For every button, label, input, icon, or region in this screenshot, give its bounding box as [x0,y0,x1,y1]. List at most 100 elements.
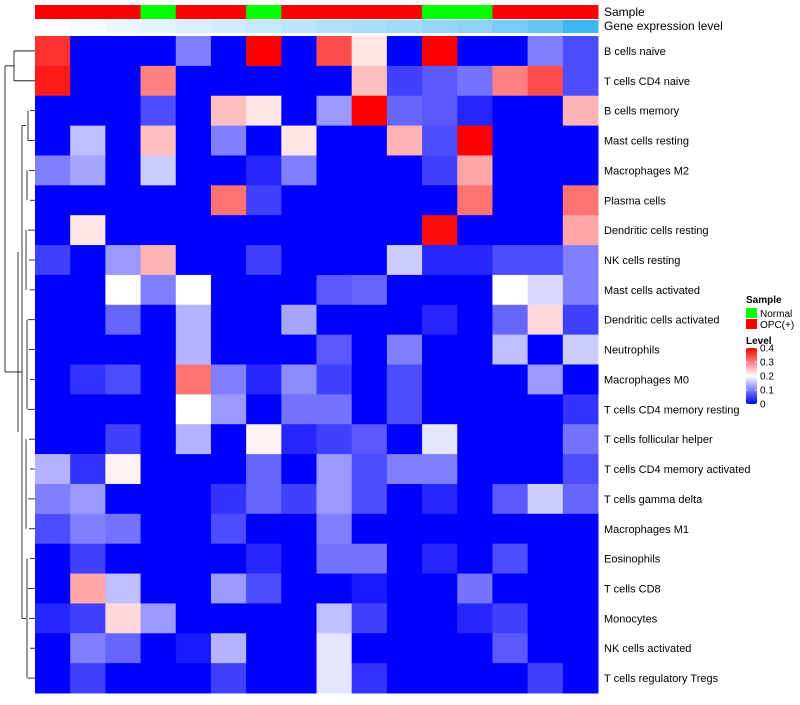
sample-annotation-cell [527,5,564,19]
heatmap-cell [492,125,529,156]
heatmap-cell [105,633,142,664]
heatmap-cell [422,274,458,306]
heatmap-cell [140,245,177,276]
heatmap-cell [527,334,564,365]
heatmap-cell [70,513,106,545]
heatmap-cell [527,304,564,336]
heatmap-cell [351,394,388,425]
heatmap-cell [70,95,106,127]
heatmap-cell [70,454,106,485]
heatmap-cell [527,424,564,455]
heatmap-cell [386,245,423,276]
legend-swatch [746,319,757,329]
heatmap-cell [105,663,142,694]
heatmap-cell [316,454,353,485]
heatmap-cell [351,633,388,664]
heatmap-cell [351,274,388,306]
heatmap-cell [492,424,529,455]
heatmap-cell [492,663,529,694]
heatmap-cell [105,274,142,306]
heatmap-cell [140,364,177,395]
heatmap-cell [281,95,317,127]
heatmap-cell [492,364,529,395]
heatmap-cell [246,454,282,485]
row-label: Macrophages M2 [604,165,689,177]
row-label: NK cells resting [604,255,680,267]
heatmap-cell [35,334,71,365]
heatmap-cell [351,155,388,186]
heatmap-cell [246,36,282,67]
heatmap-cell [105,36,142,67]
heatmap-cell [527,603,564,634]
heatmap-cell [562,155,599,186]
heatmap-cell [281,215,317,246]
heatmap-cell [492,334,529,365]
heatmap-cell [422,513,458,545]
heatmap-cell [210,65,247,97]
heatmap-cell [210,633,247,664]
expression-level-annotation-cell [457,20,493,33]
heatmap-cell [457,633,493,664]
heatmap-cell [386,543,423,575]
heatmap-cell [457,603,493,634]
row-label: B cells memory [604,106,680,118]
heatmap-cell [316,304,353,336]
heatmap-cell [316,663,353,694]
sample-annotation-cell [35,5,71,19]
heatmap-cell [316,603,353,634]
heatmap-cell [175,424,212,455]
heatmap-cell [70,125,106,156]
heatmap-cell [105,543,142,575]
sample-annotation-cell [492,5,529,19]
heatmap-cell [210,155,247,186]
heatmap-cell [281,65,317,97]
heatmap-cell [70,543,106,575]
row-label: NK cells activated [604,643,691,655]
heatmap-cell [281,155,317,186]
heatmap-cell [457,483,493,515]
heatmap-cells [35,36,599,694]
heatmap-cell [316,185,353,216]
heatmap-cell [422,633,458,664]
row-label: B cells naive [604,46,666,58]
heatmap-cell [562,513,599,545]
row-label: Mast cells resting [604,136,689,148]
heatmap-cell [562,334,599,365]
row-labels: B cells naive T cells CD4 naive B cells me… [604,46,751,685]
heatmap-cell [210,334,247,365]
heatmap-cell [246,543,282,575]
heatmap-cell [422,483,458,515]
heatmap-cell [422,334,458,365]
expression-level-annotation-cell [562,20,599,33]
heatmap-cell [386,334,423,365]
heatmap-cell [246,663,282,694]
heatmap-cell [422,185,458,216]
heatmap-cell [562,573,599,604]
heatmap-cell [386,95,423,127]
heatmap-cell [351,573,388,604]
heatmap-cell [246,215,282,246]
heatmap-cell [351,483,388,515]
expression-level-annotation-cell [175,20,212,33]
legend-swatch [746,308,757,318]
row-label: T cells CD8 [604,583,661,595]
heatmap-cell [140,454,177,485]
heatmap-cell [527,65,564,97]
heatmap-cell [70,364,106,395]
heatmap-cell [140,65,177,97]
expression-level-annotation-cell [210,20,247,33]
heatmap-cell [527,573,564,604]
row-label: Dendritic cells resting [604,225,709,237]
heatmap-cell [281,274,317,306]
heatmap-cell [70,603,106,634]
heatmap-cell [70,65,106,97]
sample-annotation-cell [246,5,282,19]
heatmap-cell [140,36,177,67]
heatmap-cell [562,633,599,664]
heatmap-cell [246,155,282,186]
heatmap-cell [316,95,353,127]
heatmap-cell [422,245,458,276]
expression-level-annotation-cell [316,20,353,33]
heatmap-cell [140,394,177,425]
